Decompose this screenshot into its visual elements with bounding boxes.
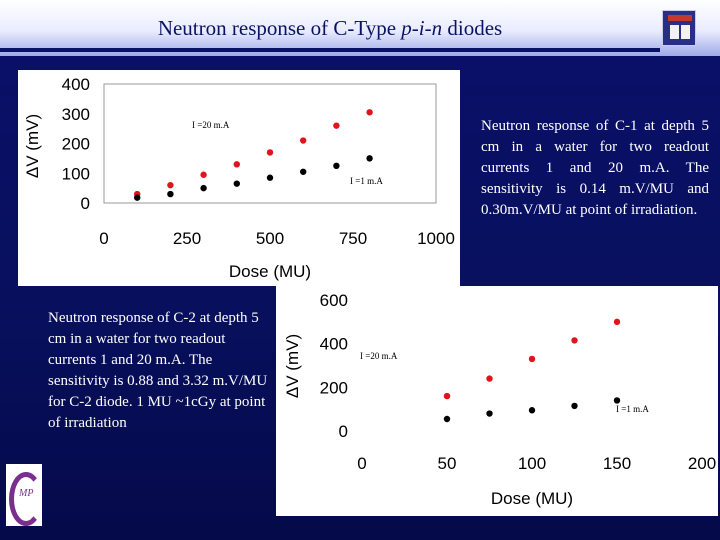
data-point-i1ma <box>233 180 240 187</box>
y-tick-label: 100 <box>62 164 90 183</box>
data-point-i1ma <box>167 190 174 198</box>
data-point-i1ma <box>300 168 307 175</box>
description-c1: Neutron response of C-1 at depth 5 cm in… <box>481 118 709 218</box>
y-tick-label: 200 <box>320 378 348 397</box>
data-point-i20ma <box>528 355 536 363</box>
data-point-i1ma <box>486 410 493 417</box>
series-label: I =1 m.A <box>350 176 383 186</box>
x-tick-label: 150 <box>603 454 631 473</box>
x-tick-label: 750 <box>339 229 367 248</box>
data-point-i1ma <box>571 402 578 410</box>
y-axis-label: ΔV (mV) <box>23 114 42 178</box>
description-c2: Neutron response of C-2 at depth 5 cm in… <box>48 310 268 431</box>
chart-c2: 0 200 400 600 0 50 100 150 200 Dose (MU) ΔV (mV) I … <box>276 286 718 516</box>
data-point-i20ma <box>233 161 240 168</box>
data-point-i1ma <box>266 174 274 181</box>
x-tick-label: 500 <box>256 229 284 248</box>
y-tick-label: 0 <box>339 422 348 441</box>
data-point-i1ma <box>613 397 621 404</box>
title-suffix-text: diodes <box>442 16 503 40</box>
x-axis-label: Dose (MU) <box>229 262 311 281</box>
y-axis-label: ΔV (mV) <box>283 334 302 398</box>
data-point-i20ma <box>200 171 207 178</box>
data-point-i1ma <box>366 155 373 162</box>
x-tick-label: 200 <box>688 454 716 473</box>
y-tick-label: 400 <box>62 75 90 94</box>
title-bar <box>0 0 720 56</box>
y-tick-label: 200 <box>62 135 90 154</box>
slide-title: Neutron response of C-Type p-i-n diodes <box>0 16 660 41</box>
data-point-i20ma <box>443 392 451 400</box>
data-point-i1ma <box>333 162 340 170</box>
title-italic-text: p-i-n <box>401 16 443 40</box>
chart-c2-svg: 0 200 400 600 0 50 100 150 200 Dose (MU) ΔV (mV) I … <box>283 291 716 508</box>
x-tick-label: 250 <box>173 229 201 248</box>
title-text: Neutron response of C-Type <box>157 16 402 40</box>
series-label: I =20 m.A <box>360 351 398 361</box>
data-point-i20ma <box>486 375 493 382</box>
data-point-i20ma <box>300 137 307 144</box>
institute-logo-icon: MP <box>6 464 43 526</box>
data-point-i1ma <box>443 415 451 423</box>
chart-c1-svg: 0 100 200 300 400 0 250 500 750 1000 Dose (MU) ΔV (… <box>23 75 455 281</box>
series-label: I =20 m.A <box>192 120 230 130</box>
university-crest-icon <box>662 10 696 46</box>
x-tick-label: 50 <box>438 454 457 473</box>
y-tick-label: 400 <box>320 335 348 354</box>
chart-c1: 0 100 200 300 400 0 250 500 750 1000 Dose (MU) ΔV (… <box>18 70 460 286</box>
y-tick-label: 600 <box>320 291 348 310</box>
x-tick-label: 1000 <box>417 229 455 248</box>
data-point-i20ma <box>366 109 373 116</box>
plot-area-border <box>103 83 437 204</box>
data-point-i20ma <box>613 318 621 326</box>
x-tick-label: 0 <box>99 229 108 248</box>
data-point-i20ma <box>571 337 578 344</box>
data-point-i1ma <box>200 184 207 192</box>
data-point-i20ma <box>266 149 274 156</box>
y-tick-label: 300 <box>62 105 90 124</box>
x-axis-label: Dose (MU) <box>491 489 573 508</box>
data-point-i1ma <box>134 194 141 201</box>
y-tick-label: 0 <box>81 194 90 213</box>
x-tick-label: 100 <box>518 454 546 473</box>
x-tick-label: 0 <box>357 454 366 473</box>
data-point-i20ma <box>333 122 340 129</box>
series-label: I =1 m.A <box>616 404 649 414</box>
data-point-i1ma <box>528 407 536 414</box>
data-point-i20ma <box>167 181 174 189</box>
title-underline <box>0 48 660 52</box>
